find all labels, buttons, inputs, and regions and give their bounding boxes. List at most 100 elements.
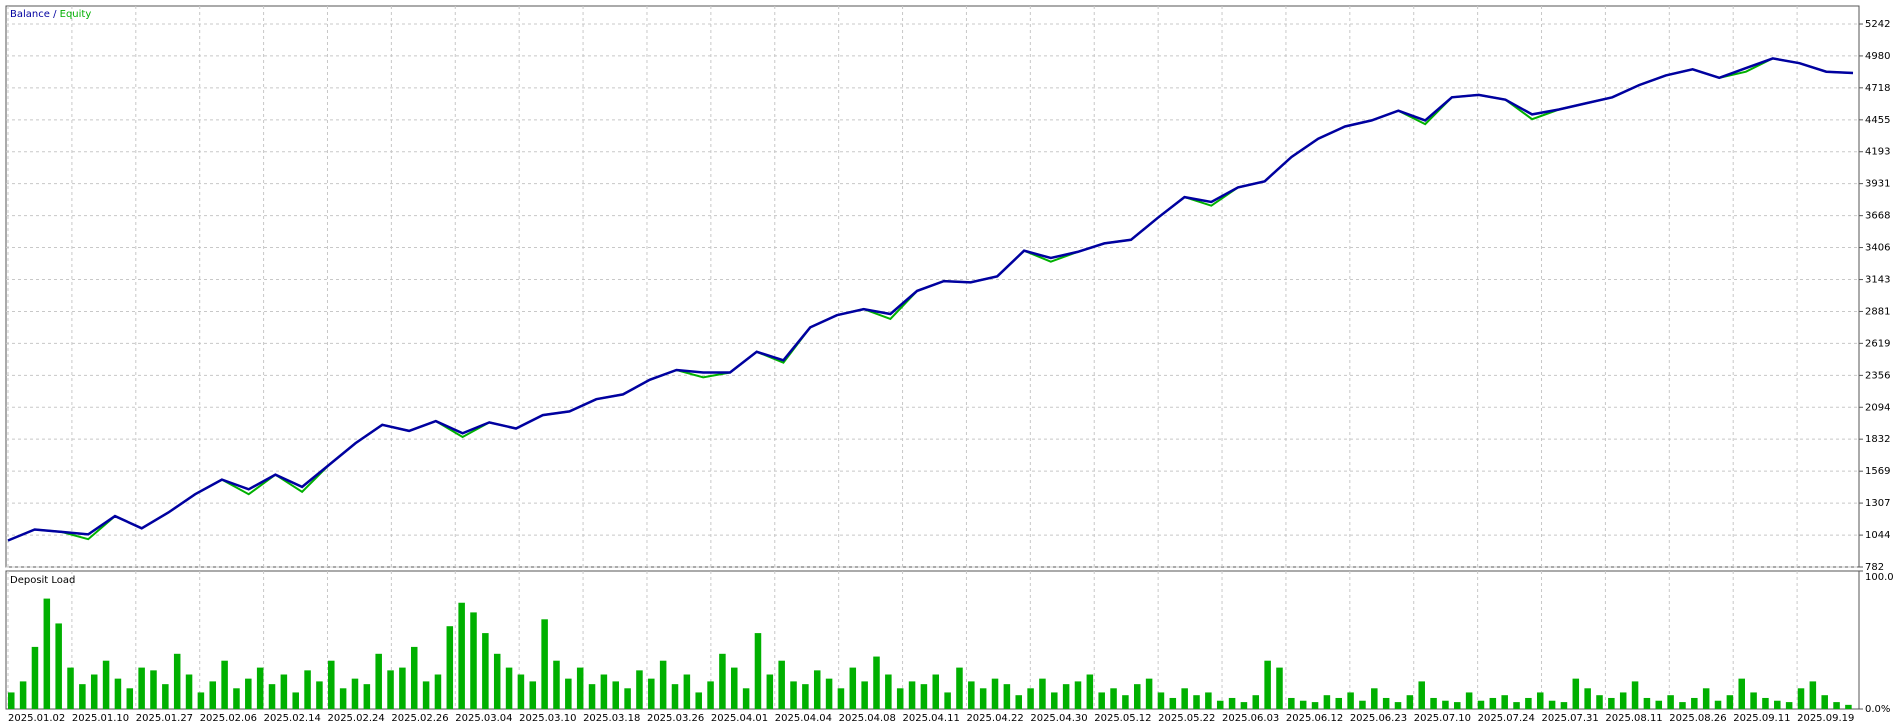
bar: [1643, 697, 1651, 709]
bar: [482, 633, 489, 709]
bar: [1371, 688, 1378, 709]
bar: [292, 692, 299, 709]
bar: [1074, 681, 1082, 709]
x-tick-label: 2025.08.11: [1605, 713, 1662, 724]
bar: [1738, 678, 1745, 709]
bar: [1181, 688, 1188, 709]
bar: [1157, 692, 1165, 709]
bar: [719, 653, 726, 709]
x-tick-label: 2025.04.01: [711, 713, 768, 724]
bar: [659, 660, 667, 709]
bar: [529, 681, 537, 709]
x-tick-label: 2025.04.08: [839, 713, 896, 724]
bar: [185, 674, 193, 709]
bar: [1797, 688, 1805, 709]
bar: [19, 681, 27, 709]
bar: [956, 667, 963, 709]
bar: [245, 678, 252, 709]
y-tick-label: 0.0%: [1865, 704, 1890, 715]
bar: [707, 681, 714, 709]
bar: [280, 674, 288, 709]
bar: [256, 667, 264, 709]
bar: [849, 667, 857, 709]
x-tick-label: 2025.03.10: [519, 713, 576, 724]
bar: [1489, 697, 1497, 709]
bar: [375, 653, 382, 709]
bar: [493, 653, 501, 709]
bar: [90, 674, 98, 709]
x-tick-label: 2025.05.12: [1094, 713, 1151, 724]
bar: [434, 674, 442, 709]
bar: [885, 674, 892, 709]
bar: [1288, 697, 1295, 709]
bar: [1311, 702, 1319, 709]
bar: [1240, 702, 1248, 709]
y-tick-label: 2619: [1865, 338, 1890, 349]
bar: [731, 667, 738, 709]
x-tick-label: 2025.07.24: [1478, 713, 1535, 724]
bar: [1039, 678, 1046, 709]
bar: [114, 678, 122, 709]
x-tick-label: 2025.05.22: [1158, 713, 1215, 724]
bar: [825, 678, 833, 709]
bar: [742, 688, 750, 709]
bar: [1548, 700, 1556, 709]
bar: [1169, 697, 1177, 709]
bar: [1726, 695, 1734, 709]
bar: [1762, 697, 1769, 709]
y-tick-label: 100.0%: [1865, 572, 1893, 583]
legend-entry: Balance: [10, 9, 50, 20]
x-tick-label: 2025.07.31: [1542, 713, 1599, 724]
bar: [754, 633, 762, 709]
bar: [1631, 681, 1639, 709]
bar: [31, 646, 39, 709]
bar: [861, 681, 868, 709]
bar: [1513, 702, 1520, 709]
bar: [1833, 702, 1840, 709]
bar: [505, 667, 513, 709]
y-tick-label: 4455: [1865, 115, 1890, 126]
bar: [102, 660, 110, 709]
x-tick-label: 2025.03.18: [583, 713, 640, 724]
y-tick-label: 1832: [1865, 434, 1890, 445]
bar: [1193, 695, 1200, 709]
bar: [920, 684, 928, 709]
bar: [316, 681, 323, 709]
bar: [209, 681, 217, 709]
bar: [1430, 697, 1437, 709]
bar: [1477, 700, 1485, 709]
x-tick-label: 2025.01.27: [136, 713, 193, 724]
bar: [1465, 692, 1473, 709]
bar: [1323, 695, 1331, 709]
legend-entry: Equity: [60, 9, 92, 20]
bar: [517, 674, 525, 709]
bar: [138, 667, 145, 709]
bar: [1394, 702, 1402, 709]
bar: [233, 688, 240, 709]
bar: [1062, 684, 1070, 709]
bar: [671, 684, 679, 709]
bar: [968, 681, 975, 709]
bar: [991, 678, 999, 709]
bar: [1382, 697, 1390, 709]
bar: [1145, 678, 1153, 709]
bar: [1572, 678, 1580, 709]
bar: [979, 688, 987, 709]
bar: [1051, 692, 1058, 709]
bar: [126, 688, 134, 709]
bar: [1714, 700, 1722, 709]
bar: [1133, 684, 1141, 709]
x-tick-label: 2025.08.26: [1669, 713, 1726, 724]
bar: [648, 678, 655, 709]
x-tick-label: 2025.04.30: [1030, 713, 1087, 724]
bar: [1406, 695, 1414, 709]
bar: [1809, 681, 1817, 709]
y-tick-label: 2881: [1865, 306, 1890, 317]
bar: [1347, 692, 1354, 709]
bar: [1560, 702, 1568, 709]
x-tick-label: 2025.06.23: [1350, 713, 1407, 724]
bar: [1702, 688, 1710, 709]
x-tick-label: 2025.07.10: [1414, 713, 1471, 724]
bar: [162, 684, 169, 709]
